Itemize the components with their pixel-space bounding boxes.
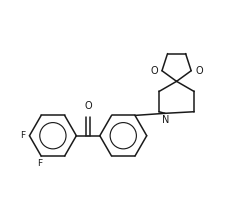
Text: F: F (37, 159, 42, 168)
Text: F: F (20, 131, 25, 140)
Text: O: O (84, 101, 92, 111)
Text: N: N (162, 115, 170, 125)
Text: O: O (195, 66, 203, 76)
Text: O: O (150, 66, 158, 76)
